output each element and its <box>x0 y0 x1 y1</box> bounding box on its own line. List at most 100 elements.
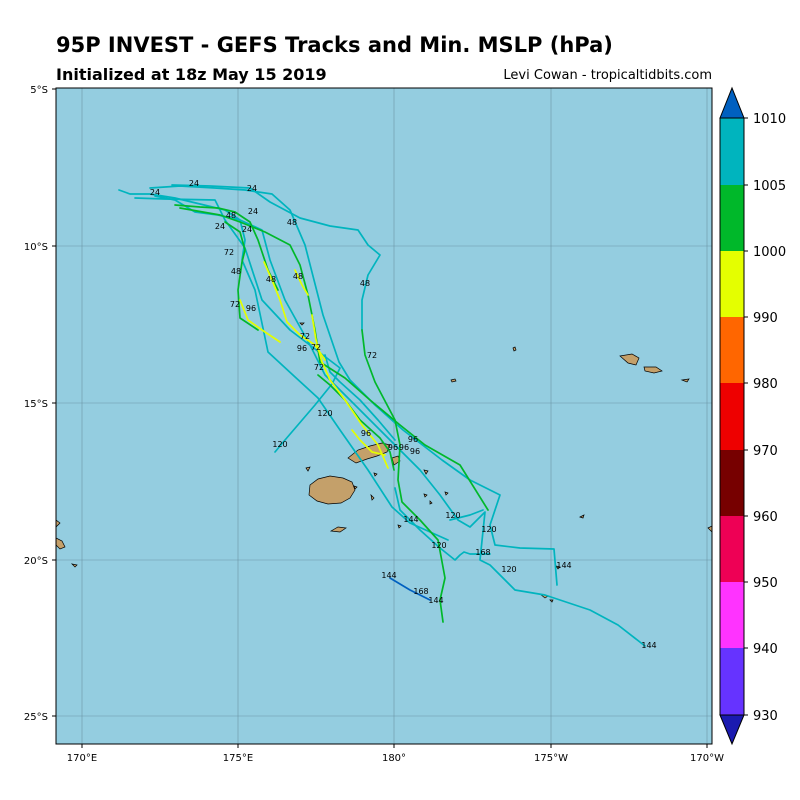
lon-tick-label: 170°W <box>690 753 724 764</box>
colorbar-segment <box>720 185 744 251</box>
forecast-hour-label: 24 <box>248 207 258 216</box>
colorbar-segment <box>720 648 744 715</box>
land-masses <box>56 322 712 603</box>
colorbar-segment <box>720 450 744 516</box>
forecast-hour-label: 120 <box>431 541 446 550</box>
forecast-hour-label: 96 <box>246 304 256 313</box>
colorbar-label: 1000 <box>753 245 786 260</box>
lon-tick-label: 175°W <box>534 753 568 764</box>
track-03 <box>171 184 381 331</box>
colorbar-bottom-arrow <box>719 714 745 746</box>
track-05 <box>154 195 646 647</box>
forecast-hour-label: 72 <box>311 343 321 352</box>
lau-island-c <box>429 500 433 505</box>
forecast-hour-label: 72 <box>224 248 234 257</box>
colorbar-segment <box>720 317 744 383</box>
colorbar-segment <box>720 516 744 582</box>
lau-island-b <box>444 491 449 496</box>
chart-credit: Levi Cowan - tropicaltidbits.com <box>503 68 712 83</box>
track-11 <box>224 221 259 331</box>
lat-tick-label: 15°S <box>24 399 48 410</box>
forecast-hour-label: 120 <box>501 565 516 574</box>
forecast-hour-label: 48 <box>287 218 297 227</box>
lat-tick-label: 10°S <box>24 242 48 253</box>
forecast-hour-label: 144 <box>428 596 443 605</box>
colorbar-label: 940 <box>753 642 778 657</box>
track-07 <box>394 487 491 561</box>
map-frame <box>55 87 713 745</box>
ocean-background <box>56 88 712 744</box>
map-gridlines <box>56 88 712 744</box>
colorbar-label: 930 <box>753 709 778 724</box>
forecast-hour-label: 96 <box>410 447 420 456</box>
forecast-hour-label: 24 <box>215 222 225 231</box>
forecast-hour-label: 24 <box>189 179 199 188</box>
fiji-viti-levu <box>308 475 356 505</box>
track-06 <box>449 509 484 521</box>
forecast-hour-label: 24 <box>242 225 252 234</box>
track-09 <box>174 204 279 291</box>
samoa-upolu <box>619 353 640 366</box>
colorbar-segment <box>720 118 744 185</box>
pressure-colorbar: 1010 1005 1000 990 980 970 960 950 940 9… <box>719 86 786 746</box>
lon-tick-label: 180° <box>382 753 406 764</box>
colorbar-segment <box>720 582 744 648</box>
forecast-hour-label: 144 <box>556 561 571 570</box>
fiji-island-f <box>353 485 358 490</box>
forecast-hour-label: 48 <box>293 272 303 281</box>
futuna-island <box>450 378 457 383</box>
fiji-island-i <box>423 469 429 475</box>
tonga-island-c <box>555 565 561 570</box>
kadavu-island <box>329 526 347 533</box>
colorbar-label: 960 <box>753 510 778 525</box>
lon-tick-label: 170°E <box>67 753 97 764</box>
forecast-hour-label: 120 <box>481 525 496 534</box>
colorbar-label: 970 <box>753 444 778 459</box>
colorbar-segment <box>720 251 744 317</box>
forecast-hour-label: 72 <box>367 351 377 360</box>
fiji-island-g <box>370 493 375 501</box>
forecast-hour-label: 96 <box>399 443 409 452</box>
tutuila-island <box>680 378 690 383</box>
track-15 <box>294 269 309 296</box>
colorbar-top-arrow <box>719 86 745 119</box>
forecast-hour-label: 24 <box>247 184 257 193</box>
forecast-hour-label: 144 <box>403 515 418 524</box>
forecast-hour-label: 48 <box>266 275 276 284</box>
vanuatu-island-b <box>56 537 66 550</box>
lat-tick-label: 20°S <box>24 556 48 567</box>
forecast-hour-label: 120 <box>445 511 460 520</box>
track-01 <box>118 189 449 541</box>
lau-island-d <box>397 524 402 529</box>
vanuatu-island-a <box>56 519 61 528</box>
chart-subtitle: Initialized at 18z May 15 2019 <box>56 65 327 84</box>
colorbar-segment <box>720 383 744 450</box>
wallis-island <box>512 346 517 352</box>
forecast-hour-label: 168 <box>475 548 490 557</box>
forecast-hour-label: 48 <box>231 267 241 276</box>
track-08 <box>324 354 396 441</box>
forecast-hour-label: 48 <box>360 279 370 288</box>
forecast-hour-label: 144 <box>641 641 656 650</box>
chart-title: 95P INVEST - GEFS Tracks and Min. MSLP (… <box>56 33 613 57</box>
forecast-hour-label: 96 <box>408 435 418 444</box>
tonga-island-b <box>549 599 554 603</box>
forecast-hour-label: 48 <box>226 211 236 220</box>
forecast-hour-label: 144 <box>381 571 396 580</box>
track-19 <box>389 577 431 601</box>
niue-island <box>579 514 585 519</box>
fiji-island-e <box>305 466 311 472</box>
forecast-hour-label: 72 <box>230 300 240 309</box>
lon-tick-label: 175°E <box>223 753 253 764</box>
colorbar-label: 990 <box>753 311 778 326</box>
vanuatu-island-c <box>70 563 78 568</box>
lat-tick-label: 5°S <box>30 85 48 96</box>
forecast-hour-label: 120 <box>272 440 287 449</box>
track-17 <box>239 299 281 343</box>
colorbar-label: 1005 <box>753 179 786 194</box>
ensemble-tracks <box>118 184 646 647</box>
fiji-island-h <box>373 472 378 477</box>
lau-island-a <box>423 493 428 498</box>
